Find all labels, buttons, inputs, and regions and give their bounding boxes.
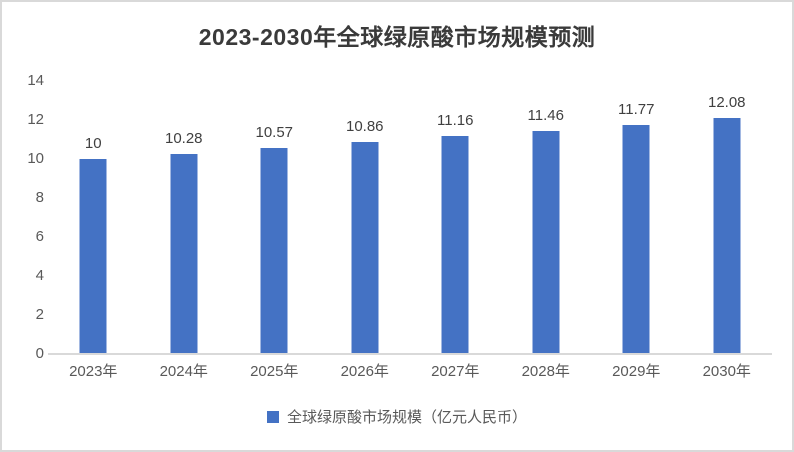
bar-group: 10.57 (229, 81, 320, 354)
plot-area: 10 10.28 10.57 10.86 11.16 11.46 11.77 12.08 (48, 81, 772, 355)
bar (441, 136, 469, 354)
legend-label: 全球绿原酸市场规模（亿元人民币） (286, 409, 527, 426)
bar-value-label: 11.16 (437, 112, 474, 130)
bar-group: 10.28 (139, 81, 230, 354)
bar-value-label: 10.28 (164, 129, 203, 147)
x-axis-category-label: 2023年 (69, 363, 118, 380)
bar (260, 147, 288, 354)
y-tick-label: 2 (35, 306, 44, 323)
bar-group: 11.46 (501, 81, 592, 354)
bar-value-label: 10 (84, 135, 102, 152)
bar-group: 10 (48, 81, 139, 354)
bar-group: 10.86 (320, 81, 411, 354)
bar-group: 11.16 (410, 81, 501, 354)
bars-container: 10 10.28 10.57 10.86 11.16 11.46 11.77 12.08 (48, 81, 772, 354)
y-tick-label: 10 (27, 150, 44, 167)
bar-value-label: 11.77 (618, 100, 655, 118)
bar (79, 159, 107, 354)
x-axis-category-label: 2028年 (521, 363, 570, 380)
x-axis-category-label: 2024年 (159, 363, 208, 380)
x-axis-category-label: 2026年 (340, 363, 389, 380)
x-axis-line (48, 353, 772, 355)
y-tick-label: 14 (27, 72, 44, 89)
bar (170, 153, 198, 354)
bar-group: 12.08 (682, 81, 773, 354)
bar-value-label: 11.46 (527, 106, 564, 124)
y-tick-label: 8 (35, 189, 44, 206)
bar-value-label: 12.08 (707, 94, 746, 112)
bar-value-label: 10.86 (345, 118, 384, 136)
y-axis: 0 2 4 6 8 10 12 14 (10, 72, 44, 362)
x-axis-labels: 2023年 2024年 2025年 2026年 2027年 2028年 2029年 2030年 (48, 360, 772, 381)
bar (351, 142, 379, 354)
y-tick-label: 12 (27, 111, 44, 128)
bar (713, 118, 741, 354)
bar-value-label: 10.57 (255, 123, 294, 141)
bar-group: 11.77 (591, 81, 682, 354)
legend-marker-icon (266, 410, 279, 423)
x-axis-category-label: 2025年 (250, 363, 299, 380)
y-tick-label: 4 (35, 267, 44, 284)
chart-title: 2023-2030年全球绿原酸市场规模预测 (198, 24, 596, 50)
x-axis-category-label: 2027年 (431, 363, 480, 380)
bar (622, 124, 650, 354)
legend: 全球绿原酸市场规模（亿元人民币） (2, 406, 792, 427)
x-axis-category-label: 2029年 (612, 363, 661, 380)
bar (532, 130, 560, 354)
x-axis-category-label: 2030年 (702, 363, 751, 380)
y-tick-label: 6 (35, 228, 44, 245)
y-tick-label: 0 (35, 345, 44, 362)
